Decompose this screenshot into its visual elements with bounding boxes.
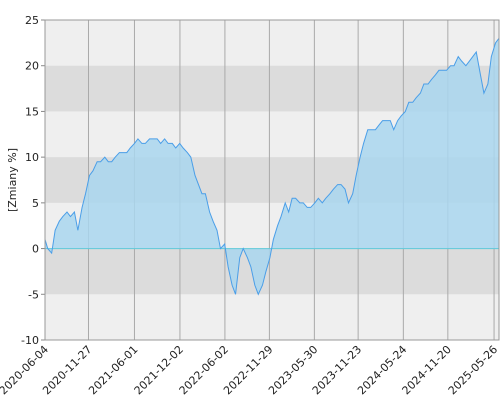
y-tick-label: -5 bbox=[28, 288, 39, 301]
plot-frame bbox=[44, 19, 500, 341]
plot-band bbox=[45, 248, 499, 295]
y-tick-label: 0 bbox=[32, 243, 39, 256]
y-tick-label: -10 bbox=[21, 334, 39, 347]
y-tick-label: 15 bbox=[25, 105, 39, 118]
y-tick-label: 10 bbox=[25, 151, 39, 164]
line bbox=[44, 37, 500, 296]
y-tick-label: 25 bbox=[25, 14, 39, 27]
y-tick-label: 20 bbox=[25, 60, 39, 73]
y-axis-label: [Zmiany %] bbox=[6, 148, 19, 212]
area bbox=[45, 38, 499, 295]
x-tick-label: 2025-05-26 bbox=[446, 343, 500, 397]
y-tick-label: 5 bbox=[32, 197, 39, 210]
